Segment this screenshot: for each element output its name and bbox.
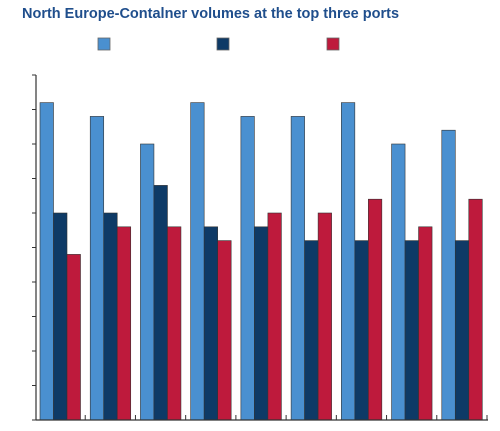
bar-4-1 xyxy=(190,102,205,421)
bar-1-2 xyxy=(53,212,68,421)
bar-7-3 xyxy=(368,198,383,421)
legend-swatch-3 xyxy=(326,37,340,51)
bar-7-1 xyxy=(341,102,356,421)
chart-axes xyxy=(32,74,488,421)
bar-9-3 xyxy=(468,198,483,421)
bar-group xyxy=(39,102,483,421)
legend-swatch-2 xyxy=(216,37,230,51)
bar-3-1 xyxy=(140,143,155,421)
bar-3-2 xyxy=(153,185,168,421)
bar-6-3 xyxy=(317,212,332,421)
bar-2-2 xyxy=(103,212,118,421)
bar-2-1 xyxy=(89,116,105,421)
chart-title: North Europe-Contalner volumes at the to… xyxy=(22,6,400,22)
bar-4-2 xyxy=(203,226,218,421)
chart-legend xyxy=(97,37,340,51)
bar-9-1 xyxy=(441,129,456,421)
bar-9-2 xyxy=(454,240,470,421)
bar-8-1 xyxy=(391,143,406,421)
bar-1-3 xyxy=(66,254,81,421)
bar-5-1 xyxy=(240,116,255,421)
bar-7-2 xyxy=(354,240,369,421)
bar-4-3 xyxy=(217,240,232,421)
bar-1-1 xyxy=(39,102,54,421)
bar-6-2 xyxy=(304,240,319,421)
bar-5-2 xyxy=(254,226,269,421)
bar-8-3 xyxy=(418,226,433,421)
bar-6-1 xyxy=(290,116,305,421)
bar-2-3 xyxy=(116,226,132,421)
bar-8-2 xyxy=(404,240,419,421)
bar-5-3 xyxy=(267,212,282,421)
bar-3-3 xyxy=(167,226,182,421)
legend-swatch-1 xyxy=(97,37,111,51)
